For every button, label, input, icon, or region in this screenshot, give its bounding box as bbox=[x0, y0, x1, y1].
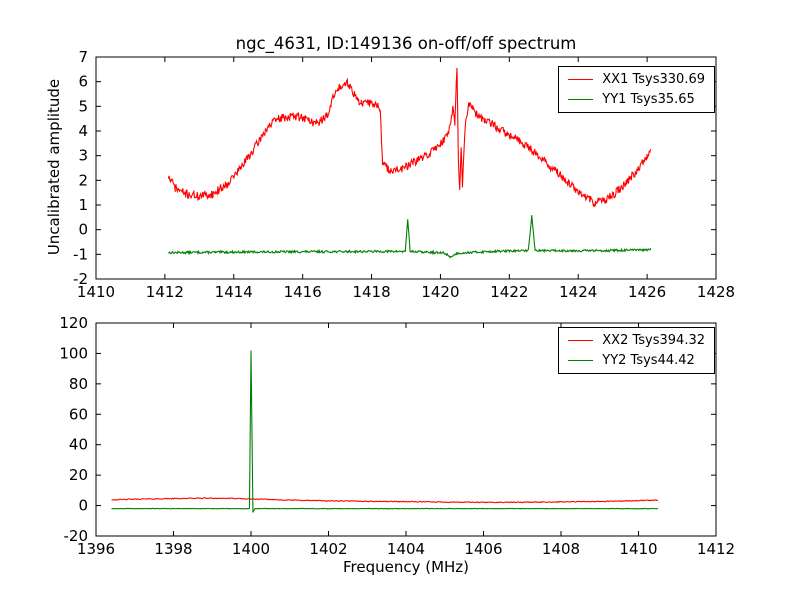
y-tick-label: 0 bbox=[78, 221, 88, 239]
y-tick-label: 6 bbox=[78, 73, 88, 91]
y-tick-label: 7 bbox=[78, 48, 88, 66]
x-tick-label: 1416 bbox=[284, 283, 322, 301]
y-tick-label: 100 bbox=[59, 344, 88, 362]
legend-entry: YY1 Tsys35.65 bbox=[568, 92, 705, 107]
y-tick-label: 3 bbox=[78, 147, 88, 165]
y-tick-label: 80 bbox=[69, 375, 88, 393]
y-tick-label: 0 bbox=[78, 497, 88, 515]
line-sample-icon bbox=[568, 99, 594, 100]
x-tick-label: 1402 bbox=[309, 540, 347, 558]
x-tick-label: 1412 bbox=[146, 283, 184, 301]
legend-label: YY1 Tsys35.65 bbox=[602, 92, 695, 107]
y-tick-label: 120 bbox=[59, 314, 88, 332]
x-tick-label: 1426 bbox=[628, 283, 666, 301]
x-axis-label: Frequency (MHz) bbox=[342, 558, 470, 576]
x-tick-label: 1418 bbox=[352, 283, 390, 301]
legend-label: YY2 Tsys44.42 bbox=[602, 353, 695, 368]
legend-label: XX2 Tsys394.32 bbox=[602, 333, 705, 348]
x-tick-label: 1406 bbox=[464, 540, 502, 558]
legend-label: XX1 Tsys330.69 bbox=[602, 72, 705, 87]
x-tick-label: 1408 bbox=[542, 540, 580, 558]
y-tick-label: -1 bbox=[73, 245, 88, 263]
legend-bottom: XX2 Tsys394.32 YY2 Tsys44.42 bbox=[558, 327, 715, 374]
line-sample-icon bbox=[568, 340, 594, 341]
y-axis-label: Uncalibrated amplitude bbox=[45, 78, 63, 256]
legend-entry: XX2 Tsys394.32 bbox=[568, 333, 705, 348]
x-tick-label: 1404 bbox=[387, 540, 425, 558]
y-tick-label: 4 bbox=[78, 122, 88, 140]
y-tick-label: 1 bbox=[78, 196, 88, 214]
legend-entry: YY2 Tsys44.42 bbox=[568, 353, 705, 368]
y-tick-label: 60 bbox=[69, 405, 88, 423]
chart-title: ngc_4631, ID:149136 on-off/off spectrum bbox=[235, 34, 577, 53]
x-tick-label: 1428 bbox=[697, 283, 735, 301]
y-tick-label: 40 bbox=[69, 436, 88, 454]
y-tick-label: 5 bbox=[78, 97, 88, 115]
x-tick-label: 1396 bbox=[77, 540, 115, 558]
x-tick-label: 1400 bbox=[232, 540, 270, 558]
x-tick-label: 1420 bbox=[421, 283, 459, 301]
line-sample-icon bbox=[568, 360, 594, 361]
y-tick-label: 2 bbox=[78, 171, 88, 189]
x-tick-label: 1414 bbox=[215, 283, 253, 301]
x-tick-label: 1410 bbox=[77, 283, 115, 301]
legend-top: XX1 Tsys330.69 YY1 Tsys35.65 bbox=[558, 66, 715, 113]
legend-entry: XX1 Tsys330.69 bbox=[568, 72, 705, 87]
x-tick-label: 1412 bbox=[697, 540, 735, 558]
x-tick-label: 1424 bbox=[559, 283, 597, 301]
x-tick-label: 1410 bbox=[619, 540, 657, 558]
y-tick-label: -2 bbox=[73, 270, 88, 288]
y-tick-label: -20 bbox=[64, 527, 89, 545]
x-tick-label: 1422 bbox=[490, 283, 528, 301]
line-sample-icon bbox=[568, 79, 594, 80]
y-tick-label: 20 bbox=[69, 466, 88, 484]
x-tick-label: 1398 bbox=[154, 540, 192, 558]
